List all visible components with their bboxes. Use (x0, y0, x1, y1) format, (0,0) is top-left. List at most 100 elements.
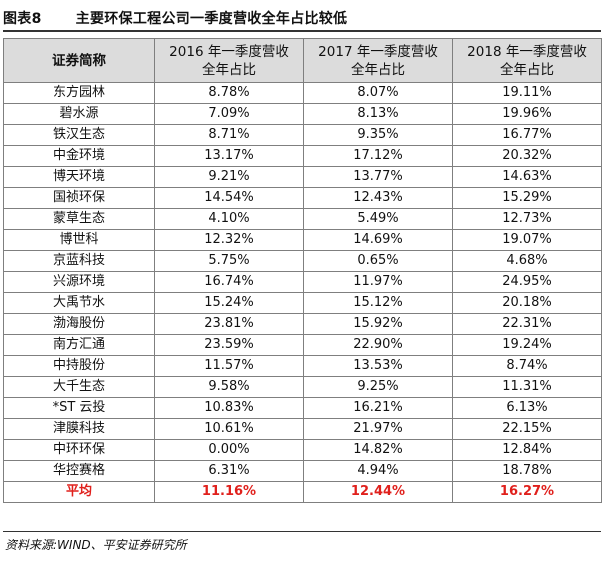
share-cell: 8.74% (452, 355, 602, 377)
average-row: 平均 11.16% 12.44% 16.27% (3, 481, 602, 503)
share-cell: 18.78% (452, 460, 602, 482)
table-row: *ST 云投 10.83% 16.21% 6.13% (3, 397, 602, 419)
header-q1-share-2: 2017 年一季度营收 全年占比 (303, 38, 453, 83)
share-cell: 4.94% (303, 460, 453, 482)
security-name-cell: 中环环保 (3, 439, 155, 461)
share-cell: 23.59% (154, 334, 304, 356)
share-cell: 14.63% (452, 166, 602, 188)
share-cell: 15.29% (452, 187, 602, 209)
security-name-cell: 平均 (3, 481, 155, 503)
share-cell: 15.12% (303, 292, 453, 314)
share-cell: 8.78% (154, 82, 304, 104)
table-row: 南方汇通 23.59% 22.90% 19.24% (3, 334, 602, 356)
table-header-row: 证券简称 2016 年一季度营收 全年占比 2017 年一季度营收 全年占比 2018 年… (3, 38, 602, 83)
bottom-rule (3, 531, 601, 532)
share-cell: 21.97% (303, 418, 453, 440)
share-cell: 17.12% (303, 145, 453, 167)
security-name-cell: 华控赛格 (3, 460, 155, 482)
table-body: 东方园林 8.78% 8.07% 19.11% 碧水源 7.09% 8.13% 19.96% 铁… (3, 82, 602, 503)
share-cell: 7.09% (154, 103, 304, 125)
share-cell: 8.71% (154, 124, 304, 146)
share-cell: 16.74% (154, 271, 304, 293)
share-cell: 11.31% (452, 376, 602, 398)
share-cell: 0.65% (303, 250, 453, 272)
share-cell: 23.81% (154, 313, 304, 335)
share-cell: 5.75% (154, 250, 304, 272)
security-name-cell: *ST 云投 (3, 397, 155, 419)
share-cell: 6.13% (452, 397, 602, 419)
table-row: 博世科 12.32% 14.69% 19.07% (3, 229, 602, 251)
share-cell: 12.84% (452, 439, 602, 461)
header-security-name: 证券简称 (3, 38, 155, 83)
security-name-cell: 渤海股份 (3, 313, 155, 335)
security-name-cell: 大禹节水 (3, 292, 155, 314)
source-note: 资料来源:WIND、平安证券研究所 (5, 538, 187, 552)
table-row: 渤海股份 23.81% 15.92% 22.31% (3, 313, 602, 335)
security-name-cell: 蒙草生态 (3, 208, 155, 230)
table-row: 蒙草生态 4.10% 5.49% 12.73% (3, 208, 602, 230)
table-row: 京蓝科技 5.75% 0.65% 4.68% (3, 250, 602, 272)
share-cell: 20.18% (452, 292, 602, 314)
share-cell: 9.35% (303, 124, 453, 146)
share-cell: 5.49% (303, 208, 453, 230)
security-name-cell: 中金环境 (3, 145, 155, 167)
table-row: 铁汉生态 8.71% 9.35% 16.77% (3, 124, 602, 146)
share-cell: 22.90% (303, 334, 453, 356)
share-cell: 24.95% (452, 271, 602, 293)
share-cell: 12.43% (303, 187, 453, 209)
security-name-cell: 津膜科技 (3, 418, 155, 440)
header-q1-share-3: 2018 年一季度营收 全年占比 (452, 38, 602, 83)
security-name-cell: 兴源环境 (3, 271, 155, 293)
share-cell: 9.25% (303, 376, 453, 398)
share-cell: 9.21% (154, 166, 304, 188)
share-cell: 16.77% (452, 124, 602, 146)
table-row: 中持股份 11.57% 13.53% 8.74% (3, 355, 602, 377)
header-q1-share-1: 2016 年一季度营收 全年占比 (154, 38, 304, 83)
share-cell: 11.16% (154, 481, 304, 503)
table-row: 津膜科技 10.61% 21.97% 22.15% (3, 418, 602, 440)
security-name-cell: 中持股份 (3, 355, 155, 377)
security-name-cell: 南方汇通 (3, 334, 155, 356)
security-name-cell: 博天环境 (3, 166, 155, 188)
table-row: 华控赛格 6.31% 4.94% 18.78% (3, 460, 602, 482)
share-cell: 8.07% (303, 82, 453, 104)
security-name-cell: 碧水源 (3, 103, 155, 125)
table-row: 大禹节水 15.24% 15.12% 20.18% (3, 292, 602, 314)
table-row: 兴源环境 16.74% 11.97% 24.95% (3, 271, 602, 293)
share-cell: 22.15% (452, 418, 602, 440)
table-row: 大千生态 9.58% 9.25% 11.31% (3, 376, 602, 398)
share-cell: 0.00% (154, 439, 304, 461)
share-cell: 13.77% (303, 166, 453, 188)
share-cell: 14.54% (154, 187, 304, 209)
share-cell: 20.32% (452, 145, 602, 167)
share-cell: 19.96% (452, 103, 602, 125)
share-cell: 22.31% (452, 313, 602, 335)
table-row: 碧水源 7.09% 8.13% 19.96% (3, 103, 602, 125)
security-name-cell: 大千生态 (3, 376, 155, 398)
share-cell: 16.21% (303, 397, 453, 419)
share-cell: 12.44% (303, 481, 453, 503)
security-name-cell: 博世科 (3, 229, 155, 251)
figure-label: 图表8 (3, 11, 42, 27)
share-cell: 14.69% (303, 229, 453, 251)
figure-title-text: 主要环保工程公司一季度营收全年占比较低 (75, 11, 348, 27)
share-cell: 19.11% (452, 82, 602, 104)
share-cell: 4.10% (154, 208, 304, 230)
share-cell: 16.27% (452, 481, 602, 503)
share-cell: 11.97% (303, 271, 453, 293)
table-row: 中环环保 0.00% 14.82% 12.84% (3, 439, 602, 461)
table-row: 国祯环保 14.54% 12.43% 15.29% (3, 187, 602, 209)
share-cell: 15.24% (154, 292, 304, 314)
share-cell: 19.24% (452, 334, 602, 356)
data-table: 证券简称 2016 年一季度营收 全年占比 2017 年一季度营收 全年占比 2018 年… (3, 38, 602, 503)
share-cell: 13.17% (154, 145, 304, 167)
share-cell: 14.82% (303, 439, 453, 461)
share-cell: 11.57% (154, 355, 304, 377)
table-row: 博天环境 9.21% 13.77% 14.63% (3, 166, 602, 188)
table-row: 中金环境 13.17% 17.12% 20.32% (3, 145, 602, 167)
share-cell: 6.31% (154, 460, 304, 482)
share-cell: 8.13% (303, 103, 453, 125)
security-name-cell: 东方园林 (3, 82, 155, 104)
share-cell: 4.68% (452, 250, 602, 272)
